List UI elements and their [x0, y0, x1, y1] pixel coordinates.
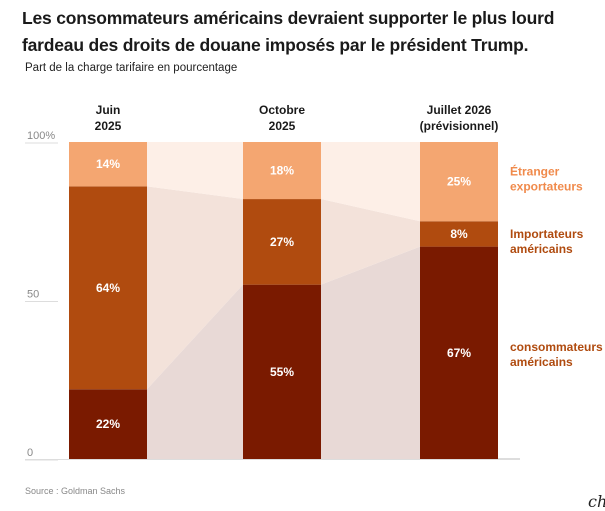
- y-tick-label: 50: [27, 289, 39, 301]
- bar-segment: [69, 389, 147, 459]
- category-label: Octobre: [259, 103, 305, 117]
- baseline-extension: [498, 458, 520, 459]
- bar-segment: [420, 246, 498, 459]
- legend: consommateursaméricainsImportateursaméri…: [510, 164, 603, 369]
- legend-label: américains: [510, 355, 573, 369]
- legend-label: consommateurs: [510, 340, 603, 354]
- flow-band-consommateurs-am-ricains: [321, 246, 420, 459]
- flow-band-importateurs-am-ricains: [147, 186, 243, 390]
- legend-label: américains: [510, 242, 573, 256]
- data-label: 18%: [270, 164, 294, 178]
- category-label: Juillet 2026: [427, 103, 492, 117]
- flow-band--tranger-exportateurs: [147, 142, 243, 200]
- category-label: 2025: [95, 119, 122, 133]
- bar-segment: [69, 186, 147, 390]
- bar-segment: [420, 221, 498, 247]
- source-note: Source : Goldman Sachs: [25, 486, 126, 496]
- y-tick-label: 100%: [27, 130, 55, 142]
- category-label: (prévisionnel): [420, 119, 499, 133]
- data-label: 67%: [447, 346, 471, 360]
- data-label: 64%: [96, 281, 120, 295]
- chart-title: Les consommateurs américains devraient s…: [22, 8, 555, 55]
- data-label: 22%: [96, 417, 120, 431]
- data-label: 55%: [270, 365, 294, 379]
- flow-band-importateurs-am-ricains: [321, 199, 420, 285]
- legend-label: exportateurs: [510, 180, 583, 194]
- data-label: 8%: [450, 227, 468, 241]
- data-label: 27%: [270, 235, 294, 249]
- y-tick-label: 0: [27, 447, 33, 459]
- y-axis: 0 50 100%: [25, 130, 520, 461]
- bar-segment: [243, 199, 321, 285]
- legend-label: Étranger: [510, 164, 560, 179]
- publisher-logo: ch: [588, 492, 605, 511]
- flow-bands: [147, 142, 520, 459]
- legend-label: Importateurs: [510, 227, 584, 241]
- data-label: 14%: [96, 157, 120, 171]
- category-label: 2025: [269, 119, 296, 133]
- bars: 22% 64% 14% 55% 27% 18% 67% 8% 25%: [69, 142, 498, 459]
- bar-segment: [69, 142, 147, 187]
- bar-segment: [420, 142, 498, 222]
- bar-segment: [243, 284, 321, 459]
- chart-subtitle: Part de la charge tarifaire en pourcenta…: [25, 62, 238, 74]
- data-label: 25%: [447, 175, 471, 189]
- bar-segment: [243, 142, 321, 200]
- flow-band--tranger-exportateurs: [321, 142, 420, 222]
- category-label: Juin: [96, 103, 121, 117]
- flow-band-consommateurs-am-ricains: [147, 284, 243, 459]
- category-labels: Juin 2025 Octobre 2025 Juillet 2026 (prévisio…: [95, 103, 499, 133]
